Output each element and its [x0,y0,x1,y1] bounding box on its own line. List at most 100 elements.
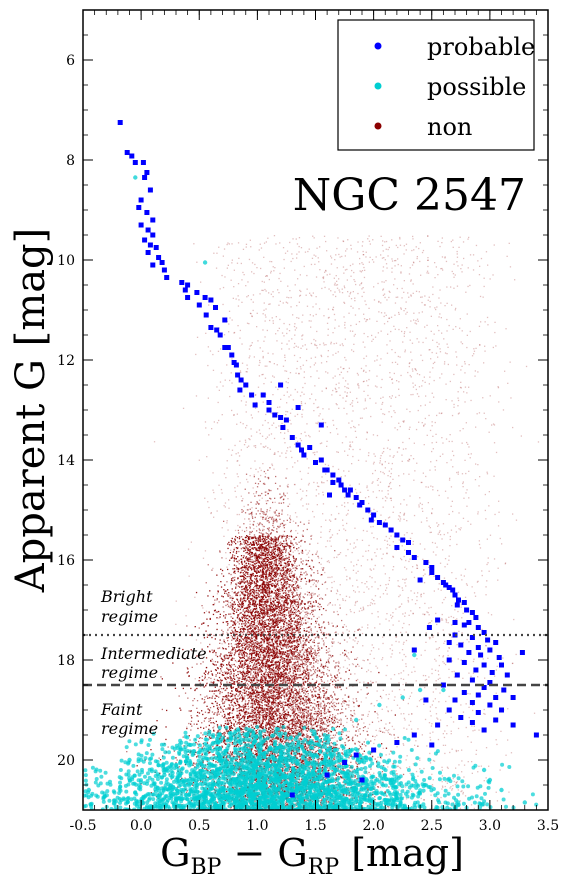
non-member-point [342,652,344,654]
non-member-point [269,638,271,641]
non-member-point [296,656,298,659]
non-member-point [250,637,252,639]
non-member-point [296,543,298,545]
non-member-point [272,697,275,699]
non-member-point [248,607,250,609]
non-member-point [288,654,291,656]
non-member-point [280,563,282,565]
non-member-point [248,628,250,630]
non-member-point [278,793,280,795]
non-member-point [272,538,274,540]
non-member-point [254,639,256,642]
non-member-point [245,568,247,571]
non-member-point [314,649,316,651]
non-member-point [267,681,269,683]
non-member-point [273,696,275,698]
non-member-point [248,492,250,494]
non-member-point [214,785,216,788]
non-member-point [257,541,259,543]
non-member-point [263,533,265,535]
non-member-point [253,702,256,704]
non-member-point [265,551,267,553]
non-member-point [201,605,203,607]
non-member-point [315,768,318,770]
non-member-point [219,551,221,553]
non-member-point [357,723,359,725]
non-member-point [310,691,313,693]
non-member-point [261,605,263,608]
non-member-point [272,646,274,648]
non-member-point [231,787,233,789]
non-member-point [275,475,277,478]
non-member-point [285,614,288,616]
non-member-point [320,702,322,704]
non-member-point [209,710,211,712]
non-member-point [272,694,275,697]
non-member-point [256,592,258,594]
non-member-point [258,715,260,717]
non-member-point [281,560,283,562]
non-member-point [334,676,336,678]
non-member-point [309,613,311,615]
non-member-point [217,725,219,727]
non-member-point [292,648,294,650]
non-member-point [312,579,314,581]
non-member-point [230,754,232,756]
non-member-point [265,654,267,656]
non-member-point [292,675,294,677]
non-member-point [228,627,231,629]
non-member-point [218,713,220,715]
non-member-point [337,698,339,700]
non-member-point [292,544,294,546]
non-member-point [305,699,308,702]
non-member-point [319,691,321,693]
non-member-point [300,561,302,563]
non-member-point [284,645,287,647]
non-member-point [232,648,234,650]
non-member-point [282,717,284,720]
non-member-point [274,697,277,699]
non-member-point [294,562,296,564]
non-member-point [318,729,320,731]
non-member-point [258,596,261,598]
non-member-point [350,755,352,757]
non-member-point [335,680,337,682]
non-member-point [257,752,259,754]
non-member-point [274,539,276,541]
non-member-point [256,641,259,643]
non-member-point [302,712,304,714]
non-member-point [294,652,296,654]
non-member-point [314,746,316,749]
non-member-point [296,721,299,724]
non-member-point [271,566,274,569]
non-member-point [318,647,320,649]
non-member-point [257,708,259,710]
non-member-point [241,536,243,538]
non-member-point [284,630,286,632]
non-member-point [255,723,257,725]
non-member-point [297,586,299,588]
non-member-point [291,721,294,724]
non-member-point [280,625,282,628]
non-member-point [296,694,298,696]
non-member-point [313,652,315,654]
non-member-point [237,769,239,771]
non-member-point [266,581,268,584]
non-member-point [334,666,336,668]
non-member-point [314,653,316,655]
non-member-point [338,772,340,775]
non-member-point [338,719,340,721]
non-member-point [309,779,311,781]
non-member-point [272,568,274,570]
non-member-point [250,669,252,671]
non-member-point [213,678,216,681]
non-member-point [228,714,231,716]
non-member-point [332,716,334,718]
non-member-point [257,669,259,671]
non-member-point [362,753,364,755]
non-member-point [202,734,204,736]
non-member-point [264,538,266,540]
non-member-point [380,719,382,722]
non-member-point [285,803,287,805]
non-member-point [299,592,302,594]
